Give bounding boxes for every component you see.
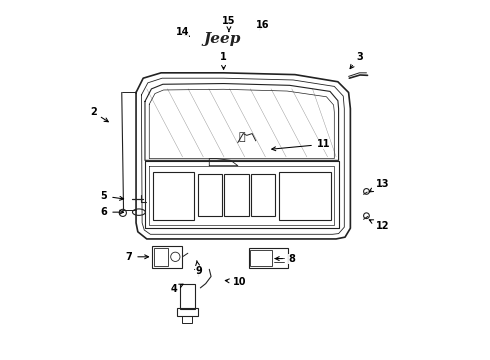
Bar bbox=[182, 316, 192, 323]
Text: 10: 10 bbox=[225, 277, 246, 287]
Bar bbox=[250, 249, 272, 266]
Bar bbox=[154, 248, 168, 266]
Text: 8: 8 bbox=[275, 253, 295, 264]
Bar bbox=[251, 174, 275, 216]
Text: 1: 1 bbox=[220, 52, 227, 69]
Text: 13: 13 bbox=[369, 179, 389, 192]
Text: Jeep: Jeep bbox=[203, 32, 241, 46]
Bar bbox=[152, 246, 182, 267]
Text: ꒰: ꒰ bbox=[238, 132, 245, 142]
Bar bbox=[224, 174, 248, 216]
Text: 11: 11 bbox=[272, 139, 330, 151]
Bar bbox=[248, 248, 288, 267]
Text: 12: 12 bbox=[369, 220, 389, 231]
Text: 7: 7 bbox=[125, 252, 148, 262]
Text: 16: 16 bbox=[256, 19, 270, 30]
Text: 4: 4 bbox=[170, 284, 183, 294]
Bar bbox=[198, 174, 222, 216]
Text: 5: 5 bbox=[100, 191, 123, 201]
Text: 2: 2 bbox=[90, 107, 108, 122]
Text: 9: 9 bbox=[195, 261, 202, 276]
Bar bbox=[180, 284, 195, 309]
Bar bbox=[177, 307, 198, 316]
Bar bbox=[279, 172, 331, 220]
Text: 3: 3 bbox=[350, 52, 363, 69]
Bar bbox=[153, 172, 194, 220]
Text: 14: 14 bbox=[176, 27, 189, 37]
Text: 6: 6 bbox=[100, 207, 123, 217]
Text: 15: 15 bbox=[222, 16, 236, 32]
